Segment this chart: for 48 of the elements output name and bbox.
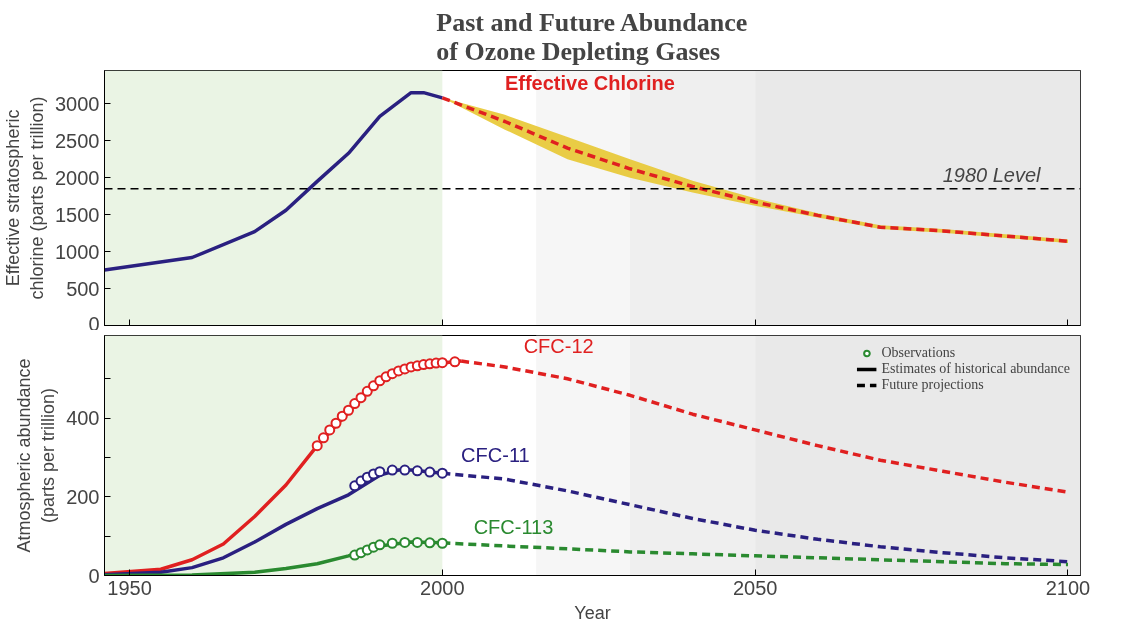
point bbox=[424, 466, 436, 478]
y-tick-label: 3000 bbox=[55, 92, 100, 115]
y-tick-label: 200 bbox=[66, 485, 100, 508]
y-tick-label: 1000 bbox=[55, 240, 100, 263]
point bbox=[449, 356, 461, 368]
point bbox=[399, 536, 411, 548]
y-tick-label: 0 bbox=[88, 564, 100, 587]
y-tick-label: 2500 bbox=[55, 129, 100, 152]
point bbox=[436, 537, 448, 549]
y-axis-title: Atmospheric abundance (parts per trillion) bbox=[14, 358, 59, 553]
x-axis-title: Year bbox=[574, 602, 611, 623]
x-tick-label: 1950 bbox=[107, 576, 152, 599]
y-tick-label: 400 bbox=[66, 407, 100, 430]
point bbox=[374, 539, 386, 551]
legend-label: Estimates of historical abundance bbox=[881, 361, 1070, 377]
x-tick-label: 2050 bbox=[732, 576, 778, 599]
point bbox=[311, 440, 323, 452]
point bbox=[424, 537, 436, 549]
point bbox=[374, 466, 386, 478]
point bbox=[317, 432, 329, 444]
text: CFC-12 bbox=[523, 335, 594, 358]
point bbox=[324, 424, 336, 436]
chart-title: Past and Future Abundance of Ozone Depleting Gases bbox=[436, 7, 748, 66]
y-tick-label: 500 bbox=[66, 277, 100, 300]
y-tick-label: 2000 bbox=[55, 166, 100, 189]
x-tick-label: 2000 bbox=[420, 576, 465, 599]
line-series bbox=[104, 90, 445, 272]
point bbox=[355, 392, 367, 404]
series-label: CFC-11 bbox=[461, 444, 530, 467]
y-axis-title: Effective stratospheric chlorine (parts per trillion) bbox=[3, 96, 48, 300]
point bbox=[436, 357, 448, 369]
series-label: Effective Chlorine bbox=[504, 71, 675, 94]
series-label: CFC-113 bbox=[473, 516, 554, 539]
point bbox=[349, 398, 361, 410]
point bbox=[343, 404, 354, 416]
ref-line-label: 1980 Level bbox=[942, 163, 1042, 186]
y-tick-label: 1500 bbox=[55, 203, 100, 226]
point bbox=[330, 417, 342, 429]
point bbox=[386, 537, 398, 549]
point bbox=[399, 464, 411, 476]
x-tick-label: 2100 bbox=[1045, 576, 1091, 599]
legend-label: Observations bbox=[881, 345, 956, 361]
point bbox=[411, 536, 423, 548]
legend-label: Future projections bbox=[881, 377, 984, 393]
y-tick-label: 0 bbox=[88, 312, 100, 335]
point bbox=[386, 464, 398, 476]
point bbox=[411, 465, 423, 477]
point bbox=[436, 467, 448, 479]
